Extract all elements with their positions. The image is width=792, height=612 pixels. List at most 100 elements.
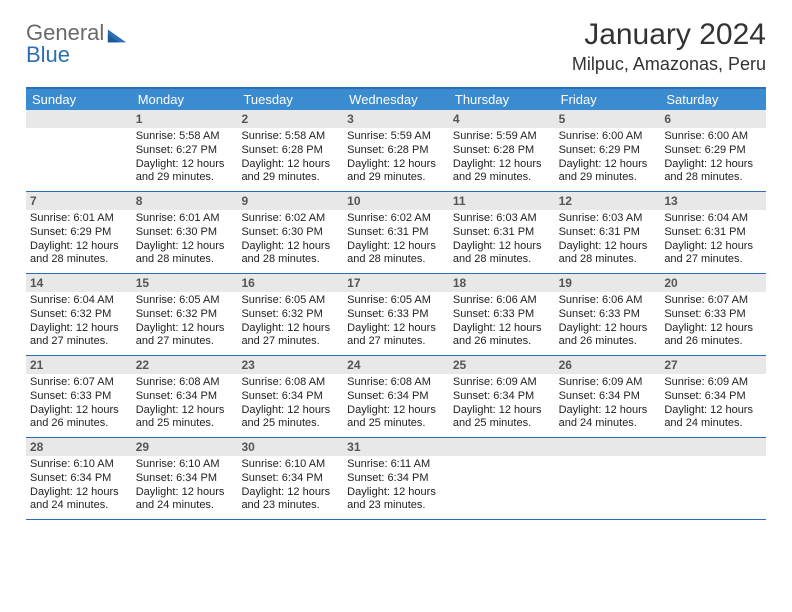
- day-info: Sunrise: 5:58 AMSunset: 6:28 PMDaylight:…: [241, 130, 339, 185]
- day-number: 9: [241, 194, 339, 208]
- sunrise-text: Sunrise: 6:04 AM: [30, 294, 128, 308]
- sunset-text: Sunset: 6:31 PM: [559, 226, 657, 240]
- day-cell: 28 Sunrise: 6:10 AMSunset: 6:34 PMDayligh…: [26, 438, 132, 519]
- day-info: Sunrise: 6:10 AMSunset: 6:34 PMDaylight:…: [30, 458, 128, 513]
- day-number: 16: [241, 276, 339, 290]
- sunset-text: Sunset: 6:31 PM: [664, 226, 762, 240]
- sunrise-text: Sunrise: 6:00 AM: [664, 130, 762, 144]
- daylight-text: Daylight: 12 hours and 29 minutes.: [559, 158, 657, 186]
- daylight-text: Daylight: 12 hours and 26 minutes.: [453, 322, 551, 350]
- sunrise-text: Sunrise: 6:09 AM: [453, 376, 551, 390]
- week-row: 14Sunrise: 6:04 AMSunset: 6:32 PMDayligh…: [26, 274, 766, 356]
- day-cell: 13Sunrise: 6:04 AMSunset: 6:31 PMDayligh…: [660, 192, 766, 273]
- sunset-text: Sunset: 6:34 PM: [347, 472, 445, 486]
- sunrise-text: Sunrise: 6:02 AM: [241, 212, 339, 226]
- day-info: Sunrise: 6:05 AMSunset: 6:32 PMDaylight:…: [136, 294, 234, 349]
- day-cell: 21Sunrise: 6:07 AMSunset: 6:33 PMDayligh…: [26, 356, 132, 437]
- sunset-text: Sunset: 6:30 PM: [136, 226, 234, 240]
- logo-text: General Blue: [26, 22, 104, 66]
- daylight-text: Daylight: 12 hours and 26 minutes.: [30, 404, 128, 432]
- month-title: January 2024: [572, 18, 766, 52]
- day-info: Sunrise: 6:09 AMSunset: 6:34 PMDaylight:…: [453, 376, 551, 431]
- day-number: 7: [30, 194, 128, 208]
- day-cell: 24Sunrise: 6:08 AMSunset: 6:34 PMDayligh…: [343, 356, 449, 437]
- sunset-text: Sunset: 6:27 PM: [136, 144, 234, 158]
- day-cell: 15 Sunrise: 6:05 AMSunset: 6:32 PMDayligh…: [132, 274, 238, 355]
- day-number-band: [555, 438, 661, 456]
- day-cell: 1Sunrise: 5:58 AMSunset: 6:27 PMDaylight…: [132, 110, 238, 191]
- sunrise-text: Sunrise: 6:03 AM: [559, 212, 657, 226]
- sunrise-text: Sunrise: 6:11 AM: [347, 458, 445, 472]
- day-number-band: 3: [343, 110, 449, 128]
- sunrise-text: Sunrise: 6:05 AM: [241, 294, 339, 308]
- day-number: 12: [559, 194, 657, 208]
- day-info: Sunrise: 6:04 AMSunset: 6:32 PMDaylight:…: [30, 294, 128, 349]
- day-cell: 14Sunrise: 6:04 AMSunset: 6:32 PMDayligh…: [26, 274, 132, 355]
- daylight-text: Daylight: 12 hours and 23 minutes.: [347, 486, 445, 514]
- sunset-text: Sunset: 6:33 PM: [559, 308, 657, 322]
- day-number: 29: [136, 440, 234, 454]
- sunrise-text: Sunrise: 5:59 AM: [347, 130, 445, 144]
- sunrise-text: Sunrise: 6:05 AM: [347, 294, 445, 308]
- sunrise-text: Sunrise: 6:01 AM: [30, 212, 128, 226]
- day-number-band: [449, 438, 555, 456]
- day-cell: 19Sunrise: 6:06 AMSunset: 6:33 PMDayligh…: [555, 274, 661, 355]
- day-number-band: 10: [343, 192, 449, 210]
- day-number: 30: [241, 440, 339, 454]
- day-cell: 26Sunrise: 6:09 AMSunset: 6:34 PMDayligh…: [555, 356, 661, 437]
- day-cell: 12 Sunrise: 6:03 AMSunset: 6:31 PMDayligh…: [555, 192, 661, 273]
- calendar: Sunday Monday Tuesday Wednesday Thursday…: [26, 87, 766, 520]
- sunrise-text: Sunrise: 6:10 AM: [136, 458, 234, 472]
- sunrise-text: Sunrise: 5:58 AM: [241, 130, 339, 144]
- day-info: Sunrise: 6:01 AMSunset: 6:29 PMDaylight:…: [30, 212, 128, 267]
- sunset-text: Sunset: 6:33 PM: [453, 308, 551, 322]
- day-number: 4: [453, 112, 551, 126]
- day-number: 17: [347, 276, 445, 290]
- dow-wed: Wednesday: [343, 89, 449, 110]
- day-number-band: 18: [449, 274, 555, 292]
- sunrise-text: Sunrise: 6:08 AM: [347, 376, 445, 390]
- day-number-band: 9: [237, 192, 343, 210]
- daylight-text: Daylight: 12 hours and 24 minutes.: [559, 404, 657, 432]
- daylight-text: Daylight: 12 hours and 25 minutes.: [241, 404, 339, 432]
- day-number: 19: [559, 276, 657, 290]
- day-number: 2: [241, 112, 339, 126]
- day-number-band: 29: [132, 438, 238, 456]
- sunrise-text: Sunrise: 5:58 AM: [136, 130, 234, 144]
- sunrise-text: Sunrise: 6:08 AM: [136, 376, 234, 390]
- day-number: 26: [559, 358, 657, 372]
- day-number-band: 1: [132, 110, 238, 128]
- day-number: 15: [136, 276, 234, 290]
- dow-mon: Monday: [132, 89, 238, 110]
- day-number-band: 6: [660, 110, 766, 128]
- day-cell: 7 Sunrise: 6:01 AMSunset: 6:29 PMDaylight…: [26, 192, 132, 273]
- day-number: 28: [30, 440, 128, 454]
- dow-sun: Sunday: [26, 89, 132, 110]
- sunset-text: Sunset: 6:34 PM: [136, 390, 234, 404]
- daylight-text: Daylight: 12 hours and 29 minutes.: [241, 158, 339, 186]
- day-number-band: [26, 110, 132, 128]
- day-number: 27: [664, 358, 762, 372]
- day-info: Sunrise: 6:03 AMSunset: 6:31 PMDaylight:…: [559, 212, 657, 267]
- day-number-band: 16: [237, 274, 343, 292]
- daylight-text: Daylight: 12 hours and 28 minutes.: [136, 240, 234, 268]
- sunset-text: Sunset: 6:34 PM: [453, 390, 551, 404]
- day-cell: [555, 438, 661, 519]
- day-info: Sunrise: 6:07 AMSunset: 6:33 PMDaylight:…: [664, 294, 762, 349]
- weeks-container: 1Sunrise: 5:58 AMSunset: 6:27 PMDaylight…: [26, 110, 766, 520]
- dow-thu: Thursday: [449, 89, 555, 110]
- day-info: Sunrise: 6:04 AMSunset: 6:31 PMDaylight:…: [664, 212, 762, 267]
- day-number-band: 5: [555, 110, 661, 128]
- day-number-band: 22: [132, 356, 238, 374]
- daylight-text: Daylight: 12 hours and 28 minutes.: [30, 240, 128, 268]
- day-cell: [26, 110, 132, 191]
- logo: General Blue: [26, 18, 128, 66]
- day-number: 21: [30, 358, 128, 372]
- day-number: 20: [664, 276, 762, 290]
- sunrise-text: Sunrise: 6:07 AM: [664, 294, 762, 308]
- location: Milpuc, Amazonas, Peru: [572, 54, 766, 75]
- day-number-band: 21: [26, 356, 132, 374]
- day-number: 5: [559, 112, 657, 126]
- sunset-text: Sunset: 6:34 PM: [241, 472, 339, 486]
- day-info: Sunrise: 5:59 AMSunset: 6:28 PMDaylight:…: [453, 130, 551, 185]
